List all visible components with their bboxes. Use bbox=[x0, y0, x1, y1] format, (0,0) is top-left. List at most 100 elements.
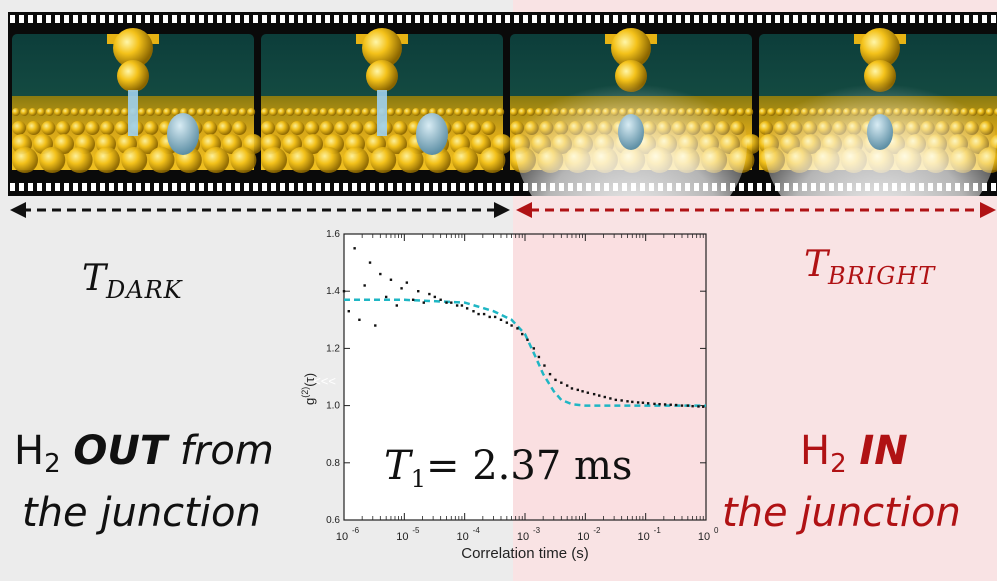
h2-molecule-icon bbox=[167, 113, 199, 155]
data-point bbox=[620, 399, 623, 402]
x-tick-exponent: -5 bbox=[412, 526, 420, 535]
y-axis-label: g(2)(τ) bbox=[300, 373, 317, 405]
data-point bbox=[455, 304, 459, 307]
data-point bbox=[395, 304, 398, 307]
x-tick-exponent: -2 bbox=[593, 526, 601, 535]
data-point bbox=[614, 398, 618, 402]
data-point bbox=[658, 402, 661, 406]
data-point bbox=[374, 324, 377, 327]
data-point bbox=[697, 405, 700, 408]
plot-area-right bbox=[513, 234, 706, 520]
y-tick-label: 1.6 bbox=[326, 229, 340, 240]
data-point bbox=[477, 312, 480, 316]
data-point bbox=[384, 295, 388, 299]
data-point bbox=[465, 307, 469, 310]
tunneling-current-icon bbox=[128, 90, 138, 136]
h2-out-label-line2: the junction bbox=[22, 490, 261, 536]
y-tick-label: 1.2 bbox=[326, 343, 340, 354]
x-tick-label: 10 bbox=[638, 531, 650, 543]
g2-correlation-chart: 10 -6 10 -5 10 -4 10 -3 10 -2 10 -1 10 0 0.6 0.8 1.0 1.2 1… bbox=[300, 229, 719, 562]
fit-curve-line bbox=[344, 298, 706, 407]
data-point bbox=[433, 295, 437, 299]
x-tick-exponent: -6 bbox=[352, 526, 360, 535]
data-point bbox=[347, 310, 350, 313]
data-point bbox=[422, 301, 425, 304]
data-point bbox=[405, 281, 409, 284]
data-point bbox=[428, 292, 431, 296]
data-point bbox=[493, 315, 497, 319]
data-point bbox=[570, 387, 574, 390]
h2-molecule-icon bbox=[618, 114, 644, 150]
data-point bbox=[686, 404, 690, 407]
data-point bbox=[472, 310, 475, 313]
t-bright-label: TBRIGHT bbox=[804, 244, 936, 291]
bright-arrow-right-head bbox=[980, 202, 996, 218]
data-point bbox=[581, 390, 584, 393]
data-point bbox=[576, 388, 579, 392]
stm-tip-icon bbox=[107, 28, 159, 92]
data-point bbox=[646, 402, 650, 405]
data-point bbox=[389, 278, 393, 281]
data-point bbox=[592, 392, 596, 396]
data-point bbox=[598, 394, 601, 397]
data-point bbox=[586, 391, 590, 394]
data-point bbox=[603, 395, 606, 399]
x-tick-exponent: 0 bbox=[714, 526, 719, 535]
film-strip bbox=[8, 12, 997, 196]
data-point bbox=[368, 261, 372, 264]
data-point bbox=[680, 404, 684, 407]
h2-in-label-line2: the junction bbox=[722, 490, 961, 536]
data-point bbox=[609, 397, 612, 400]
data-point bbox=[358, 318, 361, 321]
data-point bbox=[691, 404, 694, 408]
data-point bbox=[653, 402, 656, 406]
data-point bbox=[702, 405, 705, 408]
x-tick-label: 10 bbox=[577, 531, 589, 543]
data-point bbox=[669, 403, 672, 406]
data-point bbox=[363, 284, 366, 287]
film-frame-bright bbox=[510, 28, 761, 196]
y-tick-label: 0.6 bbox=[326, 515, 340, 526]
data-point bbox=[631, 400, 634, 404]
dark-arrow-left-head bbox=[10, 202, 26, 218]
h2-molecule-icon bbox=[867, 114, 893, 150]
y-tick-label: 1.4 bbox=[326, 286, 340, 297]
glitch-text: <<< bbox=[313, 374, 336, 389]
x-tick-label: 10 bbox=[336, 531, 348, 543]
data-point bbox=[445, 301, 448, 304]
data-point bbox=[510, 324, 513, 327]
stm-tip-icon bbox=[356, 28, 408, 92]
x-tick-label: 10 bbox=[698, 531, 710, 543]
x-tick-label: 10 bbox=[457, 531, 469, 543]
data-point bbox=[641, 401, 645, 404]
x-tick-exponent: -3 bbox=[533, 526, 541, 535]
data-point bbox=[560, 381, 563, 384]
x-tick-exponent: -1 bbox=[654, 526, 662, 535]
data-point bbox=[543, 364, 546, 367]
data-point bbox=[439, 298, 442, 301]
data-point bbox=[537, 355, 541, 359]
data-point bbox=[532, 347, 536, 350]
tunneling-current-icon bbox=[377, 90, 387, 136]
timeline-arrows bbox=[10, 202, 996, 218]
h2-out-label: H2 OUT from bbox=[14, 428, 274, 479]
x-tick-exponent: -4 bbox=[473, 526, 481, 535]
data-point bbox=[450, 301, 453, 304]
data-point bbox=[554, 378, 557, 382]
data-point bbox=[548, 372, 552, 376]
data-point bbox=[342, 290, 346, 293]
x-tick-label: 10 bbox=[396, 531, 408, 543]
data-point bbox=[379, 272, 382, 276]
h2-molecule-icon bbox=[416, 113, 448, 155]
data-point bbox=[400, 287, 403, 290]
film-frame-dark bbox=[12, 28, 263, 173]
h2-in-label: H2 IN bbox=[800, 428, 908, 479]
data-point bbox=[516, 327, 519, 330]
x-tick-label: 10 bbox=[517, 531, 529, 543]
film-frame-bright bbox=[759, 28, 997, 196]
data-point bbox=[674, 403, 678, 407]
data-point bbox=[417, 290, 420, 293]
y-tick-label: 0.8 bbox=[326, 458, 340, 469]
data-point bbox=[526, 338, 529, 342]
